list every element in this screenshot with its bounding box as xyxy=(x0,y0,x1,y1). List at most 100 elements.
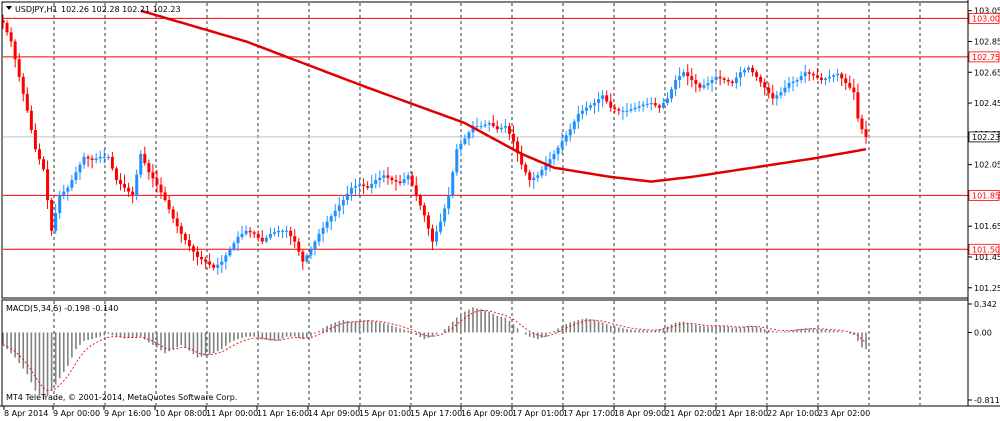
time-tick-label: 22 Apr 10:00 xyxy=(767,409,819,418)
candle-body xyxy=(649,103,653,105)
level-price-label: 102.75 xyxy=(972,53,1000,62)
candle-body xyxy=(665,98,669,104)
candle-body xyxy=(572,121,576,130)
level-price-box xyxy=(968,51,1000,63)
candle-body xyxy=(678,76,682,80)
chart-header: USDJPY,H1 102.26 102.28 102.21 102.23 xyxy=(6,5,181,14)
candle-body xyxy=(528,172,532,181)
candle-body xyxy=(37,149,41,160)
candle-body xyxy=(175,218,179,227)
candle-body xyxy=(66,187,70,192)
candle-body xyxy=(856,92,860,119)
candle-body xyxy=(402,179,406,184)
candle-body xyxy=(524,164,528,173)
time-tick-label: 9 Apr 00:00 xyxy=(53,409,100,418)
candle-body xyxy=(475,126,479,128)
candle-body xyxy=(447,195,451,209)
candle-body xyxy=(556,147,560,154)
candle-body xyxy=(779,92,783,96)
price-tick-label: 102.65 xyxy=(974,68,1000,77)
candle-body xyxy=(718,76,722,79)
candle-body xyxy=(183,233,187,241)
candle-body xyxy=(767,87,771,94)
candle-body xyxy=(46,169,50,201)
candle-body xyxy=(139,153,143,175)
time-tick-label: 21 Apr 18:00 xyxy=(716,409,768,418)
candle-body xyxy=(90,158,94,161)
candle-body xyxy=(864,129,868,137)
candle-body xyxy=(621,110,625,112)
candle-body xyxy=(670,89,674,99)
candle-body xyxy=(82,156,86,165)
candle-body xyxy=(54,213,58,231)
price-tick-label: 101.45 xyxy=(974,253,1000,262)
candle-body xyxy=(321,227,325,234)
candle-body xyxy=(293,236,297,242)
candle-body xyxy=(459,143,463,150)
candle-body xyxy=(171,209,175,219)
candle-body xyxy=(260,237,264,242)
candle-body xyxy=(520,153,524,165)
candle-body xyxy=(593,103,597,106)
candle-body xyxy=(58,195,62,214)
candle-body xyxy=(633,107,637,110)
candle-body xyxy=(200,256,204,260)
candle-body xyxy=(605,95,609,102)
candle-body xyxy=(759,76,763,83)
candle-body xyxy=(435,231,439,242)
candle-body xyxy=(674,79,678,90)
candle-body xyxy=(552,153,556,160)
candle-body xyxy=(540,170,544,176)
candle-body xyxy=(118,180,122,184)
time-tick-label: 14 Apr 09:00 xyxy=(308,409,360,418)
candle-body xyxy=(216,264,220,268)
candle-body xyxy=(747,67,751,70)
grid-lines xyxy=(53,3,921,405)
candle-body xyxy=(686,72,690,77)
candle-body xyxy=(191,246,195,252)
candle-body xyxy=(467,132,471,139)
candle-body xyxy=(463,138,467,144)
candle-body xyxy=(29,110,33,130)
candle-body xyxy=(418,195,422,206)
candle-body xyxy=(33,129,37,150)
level-price-label: 101.50 xyxy=(972,245,1000,254)
candle-body xyxy=(787,83,791,88)
candle-body xyxy=(487,123,491,125)
candle-body xyxy=(13,41,17,60)
candle-body xyxy=(159,184,163,193)
time-tick-label: 11 Apr 00:00 xyxy=(206,409,258,418)
candle-body xyxy=(309,249,313,256)
level-price-label: 101.85 xyxy=(972,191,1000,200)
ohlc-label: 102.26 102.28 102.21 102.23 xyxy=(61,5,181,14)
candle-body xyxy=(580,110,584,114)
price-tick-label: 103.05 xyxy=(974,7,1000,16)
candle-body xyxy=(212,264,216,268)
candle-body xyxy=(722,78,726,80)
candle-body xyxy=(568,129,572,136)
time-tick-label: 16 Apr 09:00 xyxy=(461,409,513,418)
candle-body xyxy=(828,76,832,79)
dropdown-triangle-icon[interactable] xyxy=(6,6,12,10)
candle-body xyxy=(333,210,337,217)
candle-body xyxy=(532,177,536,181)
candle-body xyxy=(285,230,289,232)
time-tick-label: 11 Apr 16:00 xyxy=(257,409,309,418)
candle-body xyxy=(370,183,374,188)
time-tick-label: 17 Apr 17:00 xyxy=(563,409,615,418)
candle-body xyxy=(256,233,260,238)
candle-body xyxy=(803,72,807,77)
candle-body xyxy=(98,156,102,159)
time-tick-label: 10 Apr 08:00 xyxy=(155,409,207,418)
candle-body xyxy=(114,168,118,181)
candle-body xyxy=(836,73,840,76)
candle-body xyxy=(807,72,811,74)
candle-body xyxy=(645,103,649,105)
candle-body xyxy=(305,255,309,262)
candle-body xyxy=(763,82,767,88)
candle-body xyxy=(629,109,633,111)
candle-body xyxy=(240,233,244,237)
candle-body xyxy=(345,193,349,201)
candle-body xyxy=(297,241,301,252)
